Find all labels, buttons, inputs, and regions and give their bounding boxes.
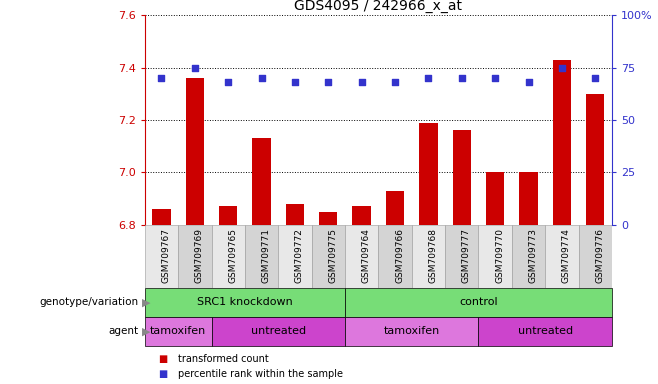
Bar [319,212,338,225]
Point [257,75,267,81]
Bar [445,225,478,288]
Bar [152,209,170,225]
Point [323,79,334,85]
Point [156,75,166,81]
Point [457,75,467,81]
Point [190,65,200,71]
Bar [386,190,404,225]
Bar [345,225,378,288]
Text: GSM709775: GSM709775 [328,228,338,283]
Text: genotype/variation: genotype/variation [39,297,138,308]
Bar [145,288,345,317]
Bar [211,317,345,346]
Text: tamoxifen: tamoxifen [150,326,206,336]
Text: transformed count: transformed count [178,354,268,364]
Text: GSM709776: GSM709776 [595,228,604,283]
Bar [453,131,471,225]
Text: untreated: untreated [251,326,306,336]
Bar [412,225,445,288]
Point [590,75,601,81]
Point [290,79,300,85]
Bar [253,138,270,225]
Text: ■: ■ [158,369,167,379]
Bar [419,122,438,225]
Point [557,65,567,71]
Bar [519,172,538,225]
Bar [278,225,312,288]
Text: percentile rank within the sample: percentile rank within the sample [178,369,343,379]
Bar [286,204,304,225]
Text: GSM709768: GSM709768 [428,228,438,283]
Bar [478,317,612,346]
Text: tamoxifen: tamoxifen [384,326,440,336]
Text: agent: agent [108,326,138,336]
Point [523,79,534,85]
Text: GSM709765: GSM709765 [228,228,237,283]
Bar [486,172,504,225]
Text: GSM709770: GSM709770 [495,228,504,283]
Text: SRC1 knockdown: SRC1 knockdown [197,297,293,308]
Text: GSM709767: GSM709767 [161,228,170,283]
Text: GSM709772: GSM709772 [295,228,304,283]
Bar [553,60,571,225]
Text: ■: ■ [158,354,167,364]
Text: GSM709764: GSM709764 [362,228,370,283]
Point [490,75,501,81]
Text: GSM709777: GSM709777 [462,228,470,283]
Bar [245,225,278,288]
Bar [145,317,211,346]
Text: GSM709766: GSM709766 [395,228,404,283]
Point [357,79,367,85]
Bar [512,225,545,288]
Bar [186,78,204,225]
Text: GSM709771: GSM709771 [262,228,270,283]
Bar [345,288,612,317]
Text: untreated: untreated [518,326,572,336]
Text: control: control [459,297,497,308]
Bar [578,225,612,288]
Bar [586,94,605,225]
Bar [353,206,371,225]
Text: ▶: ▶ [141,297,150,308]
Bar [378,225,412,288]
Bar [219,206,238,225]
Bar [345,317,478,346]
Point [423,75,434,81]
Point [223,79,234,85]
Point [390,79,400,85]
Text: ▶: ▶ [141,326,150,336]
Bar [312,225,345,288]
Text: GSM709769: GSM709769 [195,228,204,283]
Bar [211,225,245,288]
Title: GDS4095 / 242966_x_at: GDS4095 / 242966_x_at [294,0,463,13]
Bar [178,225,211,288]
Bar [545,225,578,288]
Bar [478,225,512,288]
Text: GSM709774: GSM709774 [562,228,571,283]
Text: GSM709773: GSM709773 [528,228,538,283]
Bar [145,225,178,288]
